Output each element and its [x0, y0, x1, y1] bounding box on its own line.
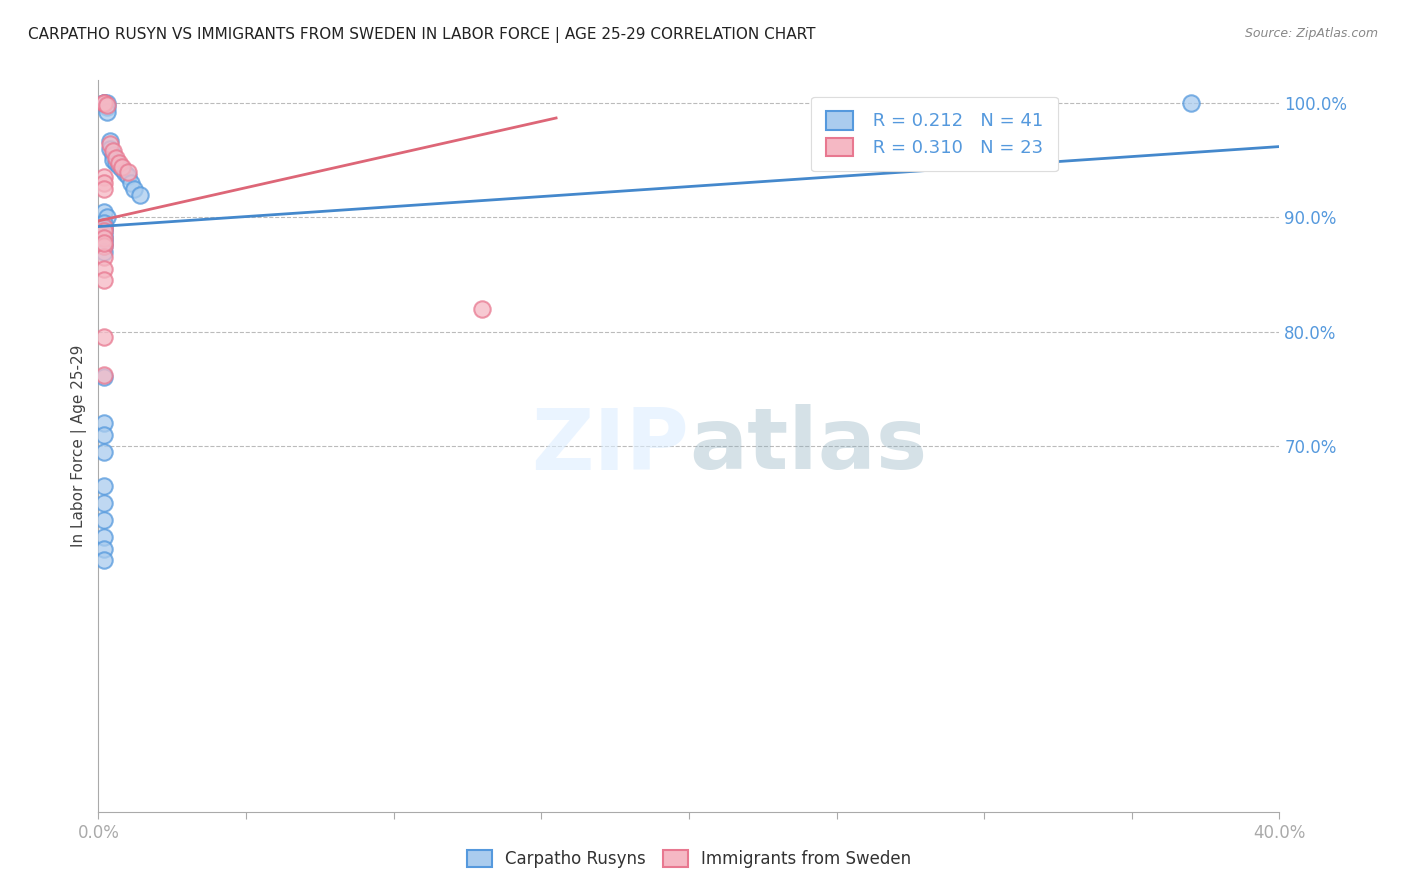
Point	[120, 176, 142, 190]
Point	[122, 182, 145, 196]
Point	[93, 239, 115, 253]
Text: ZIP: ZIP	[531, 404, 689, 488]
Point	[93, 239, 115, 253]
Point	[96, 96, 118, 111]
Point	[93, 261, 115, 276]
Point	[93, 330, 115, 344]
Text: atlas: atlas	[689, 404, 927, 488]
Point	[98, 137, 121, 152]
Point	[93, 416, 115, 430]
Point	[105, 151, 128, 165]
Point	[93, 219, 115, 234]
Point	[96, 211, 118, 225]
Point	[93, 251, 115, 265]
Point	[103, 144, 125, 158]
Y-axis label: In Labor Force | Age 25-29: In Labor Force | Age 25-29	[72, 345, 87, 547]
Legend:  R = 0.212   N = 41,  R = 0.310   N = 23: R = 0.212 N = 41, R = 0.310 N = 23	[811, 96, 1057, 171]
Point	[93, 244, 115, 259]
Point	[117, 169, 139, 184]
Text: Source: ZipAtlas.com: Source: ZipAtlas.com	[1244, 27, 1378, 40]
Legend: Carpatho Rusyns, Immigrants from Sweden: Carpatho Rusyns, Immigrants from Sweden	[460, 843, 918, 875]
Point	[93, 496, 115, 510]
Point	[117, 164, 139, 178]
Point	[103, 147, 125, 161]
Point	[98, 142, 121, 156]
Point	[93, 222, 115, 236]
Point	[105, 155, 128, 169]
Point	[128, 187, 150, 202]
Point	[93, 96, 115, 111]
Point	[96, 99, 118, 113]
Point	[93, 96, 115, 111]
Point	[93, 368, 115, 383]
Point	[93, 224, 115, 238]
Point	[96, 105, 118, 120]
Point	[471, 301, 494, 316]
Point	[103, 153, 125, 168]
Point	[96, 98, 118, 112]
Point	[93, 513, 115, 527]
Point	[93, 224, 115, 238]
Point	[108, 155, 131, 169]
Point	[93, 96, 115, 111]
Point	[93, 219, 115, 234]
Point	[93, 273, 115, 287]
Point	[93, 231, 115, 245]
Point	[111, 162, 134, 177]
Point	[93, 233, 115, 247]
Point	[108, 159, 131, 173]
Point	[93, 541, 115, 556]
Point	[93, 370, 115, 384]
Point	[114, 166, 136, 180]
Point	[93, 235, 115, 250]
Point	[93, 96, 115, 111]
Point	[93, 553, 115, 567]
Point	[93, 427, 115, 442]
Point	[1180, 96, 1202, 111]
Point	[98, 134, 121, 148]
Point	[111, 160, 134, 174]
Point	[93, 235, 115, 250]
Point	[93, 530, 115, 544]
Point	[93, 227, 115, 242]
Point	[93, 204, 115, 219]
Point	[93, 231, 115, 245]
Point	[93, 170, 115, 185]
Point	[93, 444, 115, 458]
Point	[93, 216, 115, 230]
Point	[93, 182, 115, 196]
Point	[93, 176, 115, 190]
Text: CARPATHO RUSYN VS IMMIGRANTS FROM SWEDEN IN LABOR FORCE | AGE 25-29 CORRELATION : CARPATHO RUSYN VS IMMIGRANTS FROM SWEDEN…	[28, 27, 815, 43]
Point	[93, 96, 115, 111]
Point	[93, 479, 115, 493]
